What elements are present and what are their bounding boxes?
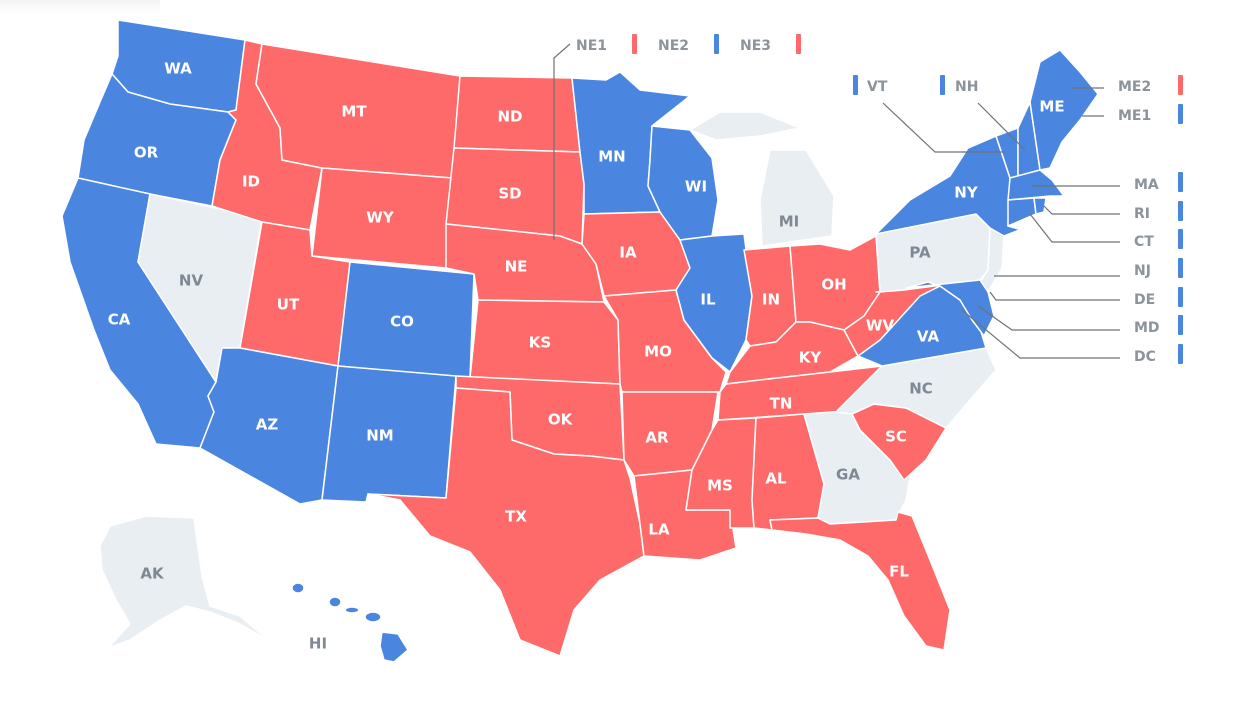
label-MN: MN — [598, 148, 625, 166]
callout-VT-swatch — [853, 75, 858, 95]
state-NY[interactable] — [875, 135, 1041, 237]
label-NM: NM — [366, 427, 393, 445]
label-VA: VA — [917, 328, 940, 346]
label-IN: IN — [762, 291, 780, 309]
label-OK: OK — [548, 411, 574, 429]
label-NC: NC — [909, 380, 933, 398]
leader-RI — [1043, 205, 1120, 215]
label-ME: ME — [1039, 98, 1064, 116]
label-NE: NE — [505, 258, 528, 276]
callout-ME1-label: ME1 — [1118, 108, 1151, 124]
label-CO: CO — [390, 313, 414, 331]
label-MT: MT — [341, 103, 367, 121]
label-OH: OH — [821, 276, 846, 294]
callout-MD-swatch — [1178, 315, 1183, 335]
callout-NJ-label: NJ — [1134, 263, 1151, 279]
leader-NH — [977, 102, 1026, 151]
label-HI: HI — [309, 635, 327, 653]
label-ID: ID — [242, 173, 260, 191]
leader-NE1 — [553, 43, 571, 240]
label-KY: KY — [799, 349, 823, 367]
leader-DE — [989, 291, 1120, 301]
label-IL: IL — [700, 291, 716, 309]
callout-NE3-swatch — [796, 34, 801, 54]
leader-MD — [977, 305, 1120, 331]
label-IA: IA — [619, 244, 637, 262]
label-NV: NV — [179, 272, 204, 290]
callout-DC-label: DC — [1134, 349, 1156, 365]
label-LA: LA — [648, 521, 670, 539]
callout-NH-label: NH — [955, 79, 978, 95]
label-AL: AL — [765, 470, 787, 488]
label-WY: WY — [366, 209, 395, 227]
state-labels: WA OR CA NV ID MT WY UT CO AZ NM ND SD N… — [108, 60, 1065, 653]
label-TX: TX — [505, 508, 527, 526]
top-edge-shading — [0, 0, 160, 14]
label-WA: WA — [164, 60, 192, 78]
callout-RI-label: RI — [1134, 206, 1150, 222]
label-MI: MI — [779, 213, 800, 231]
label-FL: FL — [889, 563, 909, 581]
label-ND: ND — [497, 108, 522, 126]
state-NC[interactable] — [835, 347, 997, 429]
state-FL[interactable] — [769, 511, 951, 651]
callout-NH-swatch — [940, 75, 945, 95]
callout-CT-label: CT — [1134, 234, 1154, 250]
label-CA: CA — [108, 311, 131, 329]
callout-MD-label: MD — [1134, 320, 1160, 336]
label-PA: PA — [909, 244, 931, 262]
label-WI: WI — [685, 178, 707, 196]
state-MI[interactable] — [689, 111, 835, 247]
callout-NE3-label: NE3 — [740, 38, 771, 54]
leader-CT — [1029, 213, 1120, 243]
state-AK[interactable] — [99, 515, 269, 649]
leader-lines — [553, 43, 1120, 359]
state-CT[interactable] — [1007, 197, 1037, 227]
state-MD-DE[interactable] — [905, 279, 995, 337]
callout-CT-swatch — [1178, 229, 1183, 249]
label-UT: UT — [277, 296, 300, 314]
callout-NE1-label: NE1 — [576, 38, 607, 54]
leader-DC — [961, 309, 1120, 359]
label-MO: MO — [644, 343, 672, 361]
callout-MA-swatch — [1178, 172, 1183, 192]
state-RI[interactable] — [1033, 197, 1047, 215]
label-MS: MS — [707, 477, 733, 495]
callout-ME2-swatch — [1178, 75, 1183, 95]
callout-DE-swatch — [1178, 287, 1183, 307]
label-AK: AK — [140, 565, 165, 583]
callout-NE2-swatch — [714, 34, 719, 54]
callout-DE-label: DE — [1134, 292, 1155, 308]
callout-RI-swatch — [1178, 201, 1183, 221]
state-TX[interactable] — [367, 387, 645, 657]
callout-NE2-label: NE2 — [658, 38, 689, 54]
label-AZ: AZ — [256, 416, 279, 434]
label-KS: KS — [529, 334, 551, 352]
label-WV: WV — [866, 317, 895, 335]
label-TN: TN — [770, 395, 793, 413]
label-GA: GA — [836, 466, 860, 484]
callout-NJ-swatch — [1178, 258, 1183, 278]
state-HI[interactable] — [291, 582, 409, 663]
callout-ME2-label: ME2 — [1118, 79, 1151, 95]
state-ME[interactable] — [1029, 49, 1099, 171]
label-OR: OR — [134, 144, 159, 162]
label-SC: SC — [885, 428, 907, 446]
leader-VT — [882, 102, 1004, 153]
callout-NE1-swatch — [632, 34, 637, 54]
district-callouts: NE1 NE2 NE3 VT NH ME2 ME1 MA RI CT NJ DE… — [576, 34, 1183, 365]
callout-DC-swatch — [1178, 344, 1183, 364]
label-SD: SD — [498, 185, 521, 203]
callout-MA-label: MA — [1134, 177, 1159, 193]
callout-ME1-swatch — [1178, 104, 1183, 124]
label-NY: NY — [954, 184, 979, 202]
callout-VT-label: VT — [867, 79, 888, 95]
label-AR: AR — [645, 429, 669, 447]
